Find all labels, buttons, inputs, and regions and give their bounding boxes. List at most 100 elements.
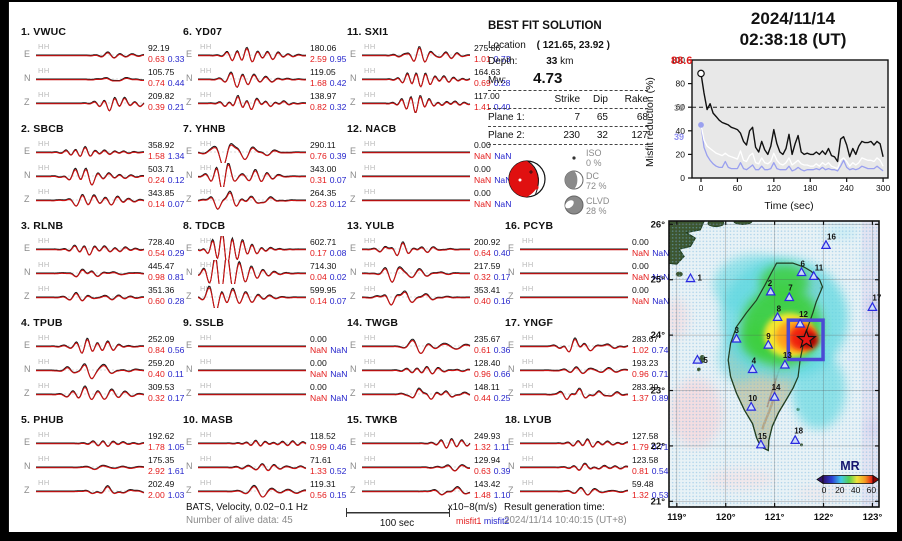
waveform-trace — [36, 193, 145, 207]
component-label: E — [24, 340, 31, 350]
misfit2-value: 0.40 — [493, 101, 511, 112]
peak-amplitude: 309.53 — [148, 382, 175, 392]
plane-table-header: Strike Dip Rake — [488, 90, 648, 108]
svg-text:121°: 121° — [765, 512, 785, 523]
channel-label: HH — [522, 478, 534, 487]
trace-values: 105.75 0.74 0.44 — [148, 67, 184, 88]
peak-amplitude: 0.00 — [474, 164, 491, 174]
map-station-marker: 10 — [745, 394, 758, 411]
svg-text:2: 2 — [768, 279, 773, 288]
misfit1-value: 0.04 — [310, 271, 327, 282]
misfit1-value: 1.37 — [632, 392, 649, 403]
trace-values: 128.40 0.96 0.66 — [474, 358, 511, 379]
waveform-row: N HH 164.63 0.69 0.28 — [343, 66, 510, 90]
waveform-row: Z HH 148.11 0.44 0.25 — [343, 381, 510, 405]
channel-label: HH — [38, 90, 50, 99]
misfit2-value: 0.33 — [167, 53, 185, 64]
misfit2-value: 0.12 — [167, 174, 185, 185]
waveform-trace — [36, 268, 145, 278]
trace-values: 148.11 0.44 0.25 — [474, 382, 510, 403]
station-title: 6. YD07 — [183, 26, 223, 38]
waveform-row: N HH 128.40 0.96 0.66 — [343, 357, 510, 381]
trace-values: 92.19 0.63 0.33 — [148, 43, 185, 64]
waveform-trace — [362, 365, 471, 375]
misfit2-value: 1.03 — [167, 489, 185, 500]
channel-label: HH — [364, 42, 376, 51]
channel-label: HH — [38, 454, 50, 463]
component-label: N — [186, 170, 193, 180]
peak-amplitude: 283.29 — [632, 382, 659, 392]
misfit2-value: NaN — [330, 368, 348, 379]
waveform-row: E HH 249.93 1.32 1.11 — [343, 430, 510, 454]
waveform-row: E HH 235.67 0.61 0.36 — [343, 333, 510, 357]
station-title: 9. SSLB — [183, 317, 225, 329]
waveform-trace — [362, 438, 471, 449]
best-fit-solution-panel: BEST FIT SOLUTION Location ( 121.65, 23.… — [488, 18, 656, 228]
component-label: Z — [350, 194, 356, 204]
component-label: E — [508, 243, 515, 253]
component-label: Z — [24, 97, 30, 107]
waveform-trace — [198, 71, 307, 88]
peak-amplitude: 0.00 — [632, 237, 649, 247]
station-block: 16. PCYB E HH 0.00 NaN NaN N HH 0.00 NaN NaN Z HH 0.… — [501, 220, 669, 317]
station-title: 16. PCYB — [505, 220, 554, 232]
station-block: 6. YD07 E HH 180.06 2.59 0.95 N HH 119.05 1.68 0.… — [179, 26, 346, 123]
misfit2-value: NaN — [652, 295, 670, 306]
peak-amplitude: 599.95 — [310, 285, 337, 295]
amplitude-units: x10−8(m/s) — [447, 502, 497, 513]
waveform-row: E HH 192.62 1.78 1.05 — [17, 430, 184, 454]
misfit2-value: 1.05 — [167, 441, 185, 452]
misfit2-value: 0.95 — [329, 53, 347, 64]
waveform-trace — [198, 463, 307, 472]
misfit2-value: 0.28 — [167, 295, 185, 306]
trace-values: 0.00 NaN NaN — [632, 285, 670, 306]
svg-text:8: 8 — [777, 304, 782, 313]
epicenter-star — [796, 328, 817, 349]
component-label: Z — [186, 485, 192, 495]
component-label: E — [508, 437, 515, 447]
peak-amplitude: 209.82 — [148, 91, 175, 101]
misfit2-value: 0.66 — [493, 368, 511, 379]
component-label: N — [186, 267, 193, 277]
peak-amplitude: 0.00 — [632, 285, 649, 295]
waveform-row: E HH 0.00 NaN NaN — [501, 236, 669, 260]
trace-values: 0.00 NaN NaN — [310, 334, 347, 355]
trace-values: 119.31 0.56 0.15 — [310, 479, 346, 500]
component-label: E — [186, 146, 193, 156]
component-label: N — [24, 267, 31, 277]
misfit1-value: NaN — [310, 392, 328, 403]
waveform-row: Z HH 0.00 NaN NaN — [501, 284, 669, 308]
misfit2-value: 0.53 — [651, 489, 669, 500]
component-label: N — [186, 364, 193, 374]
origin-time-header: 2024/11/14 02:38:18 (UT) — [687, 8, 899, 50]
svg-text:39: 39 — [674, 132, 684, 142]
waveform-trace — [198, 142, 306, 163]
station-block: 17. YNGF E HH 283.67 1.02 0.74 N HH 193.23 0.96 0… — [501, 317, 668, 414]
misfit2-value: 0.46 — [329, 441, 347, 452]
misfit2-value: 1.34 — [167, 150, 185, 161]
trace-values: 143.42 1.48 1.10 — [474, 479, 510, 500]
misfit2-value: 0.11 — [167, 368, 184, 379]
misfit2-value: 0.39 — [329, 150, 347, 161]
peak-amplitude: 118.52 — [310, 431, 336, 441]
waveform-row: E HH 180.06 2.59 0.95 — [179, 42, 346, 66]
misfit2-value: 0.74 — [651, 344, 669, 355]
misfit1-value: 0.14 — [310, 295, 327, 306]
trace-values: 599.95 0.14 0.07 — [310, 285, 346, 306]
iso-label: ISO — [586, 148, 602, 158]
waveform-row: Z HH 209.82 0.39 0.21 — [17, 90, 184, 114]
svg-text:7: 7 — [788, 284, 793, 293]
misfit1-value: NaN — [474, 174, 492, 185]
misfit1-value: 1.78 — [148, 441, 165, 452]
map-axis-labels: 119° 120° 121° 122° 123° 26° 25° 24° 23° 22° 21° — [651, 219, 883, 523]
component-label: Z — [24, 194, 30, 204]
col-strike: Strike — [554, 94, 580, 105]
waveform-trace — [362, 387, 471, 400]
channel-label: HH — [200, 90, 212, 99]
misfit2-legend: misfit2 — [483, 516, 510, 526]
svg-text:1: 1 — [698, 274, 703, 283]
svg-text:22°: 22° — [651, 441, 666, 452]
misfit2-value: NaN — [652, 247, 670, 258]
waveform-row: N HH 129.94 0.63 0.39 — [343, 454, 510, 478]
